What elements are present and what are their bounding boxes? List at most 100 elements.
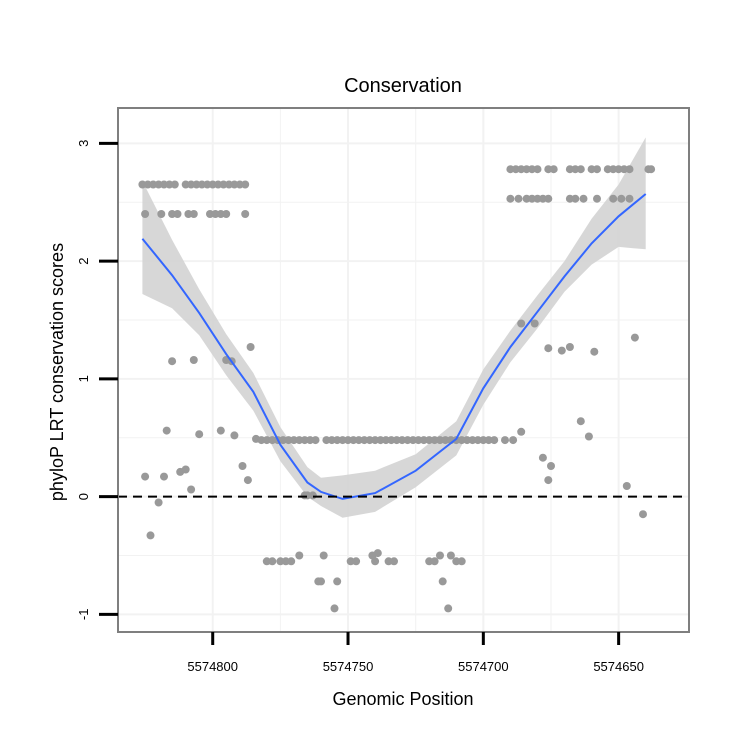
data-point [195, 430, 204, 439]
data-point [484, 436, 493, 445]
data-point [189, 356, 198, 364]
data-point [517, 319, 526, 328]
data-point [533, 165, 542, 174]
data-point [565, 343, 574, 351]
data-point [547, 462, 555, 470]
data-point [549, 165, 558, 174]
data-point [262, 436, 271, 445]
data-point [246, 343, 255, 351]
smooth-line [141, 193, 647, 500]
data-point [576, 165, 585, 174]
data-point [590, 347, 599, 356]
data-point [371, 557, 380, 566]
y-axis-title: phyloP LRT conservation scores [47, 243, 67, 501]
data-point [509, 436, 518, 445]
data-point [538, 453, 547, 462]
data-point [216, 426, 225, 435]
data-point [571, 194, 580, 203]
data-point [501, 436, 509, 445]
data-point [441, 436, 450, 445]
data-point [230, 431, 239, 440]
data-point [390, 557, 398, 566]
data-point [517, 427, 526, 436]
y-tick-label: 1 [76, 375, 91, 382]
data-point [317, 577, 325, 586]
data-point [625, 194, 634, 203]
data-point [352, 557, 361, 566]
data-point [222, 210, 231, 218]
data-point [446, 551, 455, 560]
data-point [579, 194, 588, 203]
data-point [614, 165, 623, 174]
data-point [330, 604, 339, 613]
data-point [241, 180, 250, 189]
data-point [584, 432, 593, 441]
x-tick-label: 5574650 [593, 659, 644, 674]
panel-border [117, 107, 690, 633]
data-point [444, 604, 453, 613]
chart-title: Conservation [344, 75, 462, 97]
data-point [189, 210, 198, 218]
x-tick-label: 5574700 [458, 659, 509, 674]
data-point [238, 462, 247, 470]
data-point [187, 485, 196, 494]
y-tick-label: 0 [76, 493, 91, 500]
data-point [160, 472, 168, 481]
x-tick-label: 5574800 [187, 659, 238, 674]
x-axis: 5574800 5574750 5574700 5574650 [187, 632, 644, 674]
data-point [490, 436, 499, 445]
y-axis: -1 0 1 2 3 [76, 140, 118, 620]
data-point [219, 180, 228, 189]
data-point [609, 194, 618, 203]
smooth-line-layer [141, 193, 647, 500]
data-point [168, 357, 177, 366]
plot-panel [117, 107, 690, 633]
data-point [544, 476, 553, 485]
data-point [398, 436, 407, 445]
data-point [141, 472, 150, 481]
data-point [319, 551, 328, 560]
data-point [544, 344, 553, 353]
data-point [530, 319, 539, 328]
y-tick-label: 2 [76, 257, 91, 264]
data-point [630, 333, 639, 342]
data-point [173, 210, 182, 218]
data-point [162, 426, 171, 435]
data-point [593, 165, 601, 174]
data-point [622, 482, 631, 490]
data-point [243, 476, 252, 485]
data-point [625, 165, 634, 174]
data-point [146, 531, 155, 540]
data-point [506, 194, 515, 203]
data-point [181, 465, 190, 474]
data-point [430, 557, 439, 566]
data-point [576, 417, 585, 426]
y-tick-label: -1 [76, 609, 91, 621]
data-point [528, 194, 536, 203]
data-point [373, 549, 382, 558]
data-point [544, 194, 553, 203]
data-point [438, 577, 447, 586]
data-point [154, 498, 163, 507]
x-tick-label: 5574750 [323, 659, 374, 674]
y-tick-label: 3 [76, 140, 91, 147]
data-point [436, 551, 444, 560]
data-point [647, 165, 656, 174]
data-point [514, 194, 523, 203]
data-point [170, 180, 179, 189]
data-point [287, 557, 296, 566]
data-point [268, 557, 277, 566]
data-point [241, 210, 250, 218]
data-point [354, 436, 363, 445]
data-point [157, 210, 166, 218]
points-layer [138, 165, 656, 613]
data-point [333, 577, 342, 586]
data-point [593, 194, 601, 203]
data-point [311, 436, 320, 445]
x-axis-title: Genomic Position [332, 689, 473, 709]
data-point [617, 194, 626, 203]
data-point [262, 557, 271, 566]
data-point [571, 165, 580, 174]
